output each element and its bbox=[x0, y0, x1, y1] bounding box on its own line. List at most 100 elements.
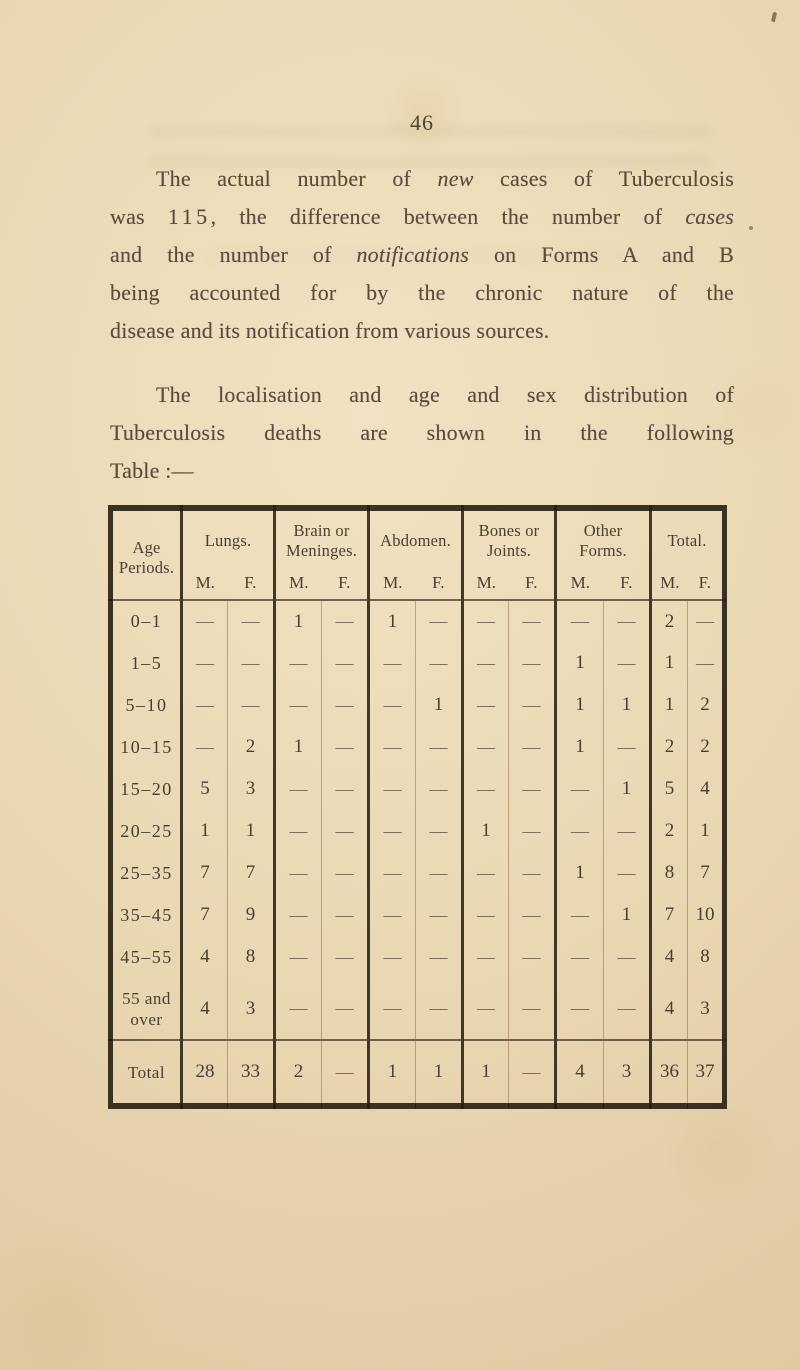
table-cell: — bbox=[321, 600, 369, 642]
table-cell: — bbox=[603, 852, 651, 894]
col-subheader-m: M. bbox=[180, 566, 228, 601]
table-cell: 1 bbox=[603, 768, 651, 810]
table-cell: — bbox=[554, 600, 604, 642]
paragraph-line: disease and its notification from variou… bbox=[110, 318, 550, 343]
table-cell: 7 bbox=[649, 894, 688, 936]
col-subheader-f: F. bbox=[227, 566, 275, 601]
col-subheader-f: F. bbox=[321, 566, 369, 601]
paragraph-line: The localisation and age and sex distrib… bbox=[156, 382, 734, 407]
table-row: 10–15 — 2 1 — — — — — 1 — 2 2 bbox=[111, 726, 725, 768]
table-cell: — bbox=[273, 936, 322, 978]
age-cell: 25–35 bbox=[120, 862, 173, 883]
table-cell: 1 bbox=[367, 600, 416, 642]
table-cell: — bbox=[273, 768, 322, 810]
table-cell: — bbox=[367, 810, 416, 852]
paragraph-line: was 115, the difference between the numb… bbox=[110, 204, 734, 229]
table-cell: — bbox=[461, 852, 509, 894]
table-cell: — bbox=[508, 1039, 556, 1106]
table-cell: 1 bbox=[649, 684, 688, 726]
table-cell: — bbox=[367, 768, 416, 810]
table-cell: 3 bbox=[603, 1039, 651, 1106]
table-cell: 1 bbox=[687, 810, 725, 852]
tuberculosis-deaths-table: Age Periods. Lungs. Brain or Meninges. A… bbox=[108, 505, 728, 1109]
table-cell: — bbox=[415, 726, 463, 768]
table-row: 25–35 7 7 — — — — — — 1 — 8 7 bbox=[111, 852, 725, 894]
table-cell: 3 bbox=[226, 978, 275, 1040]
table-cell: — bbox=[603, 600, 651, 642]
table-cell: — bbox=[367, 894, 416, 936]
table-cell: — bbox=[508, 978, 556, 1040]
table-cell: — bbox=[461, 978, 509, 1040]
table-cell: — bbox=[273, 684, 322, 726]
table-cell: — bbox=[603, 642, 651, 684]
table-cell: 1 bbox=[367, 1039, 416, 1106]
table-cell: — bbox=[415, 936, 463, 978]
table-cell: 7 bbox=[180, 894, 228, 936]
table-cell: — bbox=[415, 894, 463, 936]
paragraph-line: Table :— bbox=[110, 458, 194, 483]
table-cell: 4 bbox=[649, 978, 688, 1040]
table-cell: — bbox=[415, 600, 463, 642]
col-header-age-periods: Age Periods. bbox=[110, 508, 182, 601]
page-number: 46 bbox=[410, 110, 434, 135]
table-row: 1–5 — — — — — — — — 1 — 1 — bbox=[111, 642, 725, 684]
paper-speck bbox=[770, 11, 778, 23]
table-total-row: Total 28 33 2 — 1 1 1 — 4 3 36 37 bbox=[110, 1039, 725, 1106]
table-cell: 4 bbox=[554, 1039, 604, 1106]
paragraph-1: The actual number of new cases of Tuberc… bbox=[110, 160, 734, 350]
table-cell: — bbox=[508, 684, 556, 726]
table-cell: — bbox=[687, 642, 725, 684]
table-row: 55 and over 4 3 — — — — — — — — 4 3 bbox=[111, 978, 725, 1040]
col-subheader-f: F. bbox=[603, 566, 651, 601]
age-cell: 35–45 bbox=[120, 904, 173, 925]
table-cell: — bbox=[461, 600, 509, 642]
table-cell: — bbox=[367, 726, 416, 768]
table-row: 20–25 1 1 — — — — 1 — — — 2 1 bbox=[111, 810, 725, 852]
table-cell: 1 bbox=[554, 726, 604, 768]
table-cell: 1 bbox=[554, 642, 604, 684]
table-cell: 2 bbox=[226, 726, 275, 768]
table-cell: — bbox=[461, 684, 509, 726]
table-cell: 10 bbox=[687, 894, 725, 936]
table-cell: 1 bbox=[554, 852, 604, 894]
table-cell: 28 bbox=[180, 1039, 228, 1106]
table-cell: 1 bbox=[415, 684, 463, 726]
table-cell: 1 bbox=[554, 684, 604, 726]
table-cell: — bbox=[508, 726, 556, 768]
table-cell: 7 bbox=[180, 852, 228, 894]
col-header-total: Total. bbox=[649, 508, 725, 566]
age-cell: 55 and over bbox=[122, 988, 171, 1029]
table-cell: 3 bbox=[226, 768, 275, 810]
table-cell: — bbox=[603, 936, 651, 978]
table-row: 45–55 4 8 — — — — — — — — 4 8 bbox=[111, 936, 725, 978]
table-cell: — bbox=[273, 894, 322, 936]
table-cell: — bbox=[367, 936, 416, 978]
table-cell: — bbox=[461, 894, 509, 936]
table-cell: — bbox=[226, 684, 275, 726]
table-cell: — bbox=[273, 852, 322, 894]
table-cell: — bbox=[321, 1039, 369, 1106]
col-subheader-f: F. bbox=[415, 566, 463, 601]
table-row: 0–1 — — 1 — 1 — — — — — 2 — bbox=[111, 600, 725, 642]
table-cell: — bbox=[180, 600, 228, 642]
table-cell: — bbox=[367, 642, 416, 684]
table-cell: 33 bbox=[226, 1039, 275, 1106]
table-cell: 5 bbox=[180, 768, 228, 810]
col-header-bones-joints: Bones or Joints. bbox=[461, 508, 556, 566]
table-cell: — bbox=[603, 726, 651, 768]
total-label-cell: Total bbox=[110, 1039, 182, 1106]
table-cell: — bbox=[321, 852, 369, 894]
table-cell: 7 bbox=[226, 852, 275, 894]
table-cell: — bbox=[321, 810, 369, 852]
header-row-sex: M. F. M. F. M. F. M. F. M. F. M. F. bbox=[111, 566, 725, 601]
table-cell: — bbox=[367, 852, 416, 894]
table-cell: 1 bbox=[461, 1039, 509, 1106]
table-cell: 8 bbox=[687, 936, 725, 978]
table-cell: — bbox=[687, 600, 725, 642]
table-cell: — bbox=[415, 810, 463, 852]
table-cell: 2 bbox=[649, 726, 688, 768]
col-subheader-m: M. bbox=[554, 566, 604, 601]
table-cell: — bbox=[226, 642, 275, 684]
table-cell: 4 bbox=[687, 768, 725, 810]
table-cell: — bbox=[226, 600, 275, 642]
